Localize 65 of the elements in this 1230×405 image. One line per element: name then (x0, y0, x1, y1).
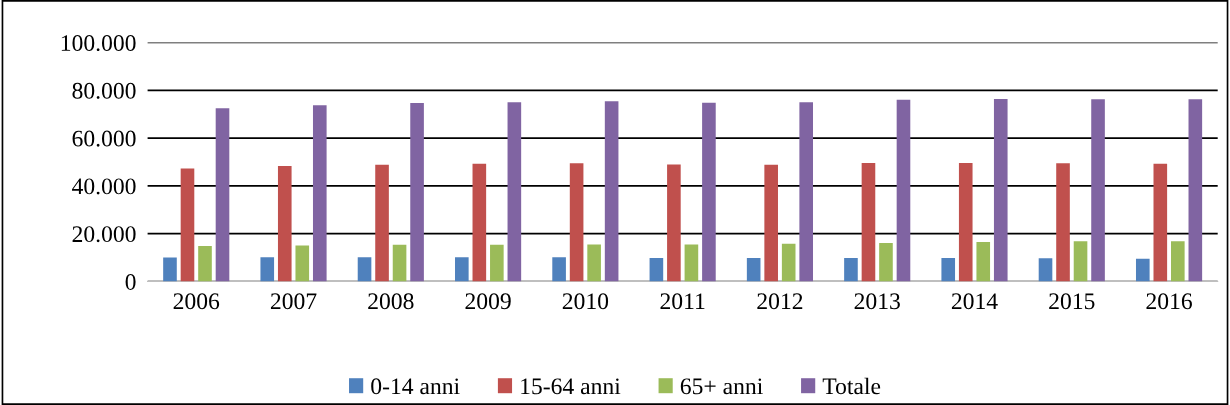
x-tick-label: 2016 (1146, 293, 1192, 310)
y-tick-label: 40.000 (72, 178, 136, 195)
bar (1135, 258, 1150, 282)
bar (702, 102, 716, 282)
bar (587, 244, 601, 282)
bar (1153, 163, 1168, 282)
bar (976, 242, 991, 282)
bar (215, 108, 230, 282)
bar (1056, 163, 1070, 282)
bar (490, 244, 504, 282)
bar (1073, 241, 1088, 282)
bar (569, 163, 584, 282)
y-tick-label: 100.000 (61, 35, 136, 52)
bar (163, 257, 177, 282)
bar (277, 166, 292, 282)
legend-label: 65+ anni (680, 378, 763, 395)
bar (198, 246, 212, 282)
bar (552, 257, 566, 282)
bar (1171, 241, 1185, 282)
bar (993, 98, 1008, 282)
y-tick-label: 0 (125, 273, 136, 290)
legend-label: 15-64 anni (521, 378, 621, 395)
y-tick-label: 20.000 (72, 226, 136, 243)
x-tick-label: 2014 (951, 293, 998, 310)
x-tick-label: 2012 (757, 293, 803, 310)
bar (392, 244, 407, 282)
bar (879, 243, 893, 282)
bar (312, 105, 327, 282)
bar (375, 164, 389, 282)
x-tick-label: 2007 (270, 293, 317, 310)
bar (472, 163, 487, 282)
bar (507, 102, 522, 282)
bar (781, 243, 796, 282)
bar (410, 102, 424, 282)
bar (958, 162, 973, 282)
bar (604, 101, 619, 282)
legend-label: Totale (822, 377, 881, 395)
bar (180, 168, 195, 282)
bar (861, 162, 876, 282)
bar (1091, 99, 1105, 282)
bar (799, 102, 814, 282)
x-tick-label: 2011 (660, 293, 705, 310)
x-tick-label: 2010 (562, 293, 609, 310)
x-tick-label: 2013 (854, 293, 900, 310)
bar (684, 244, 699, 282)
x-tick-label: 2006 (173, 293, 220, 310)
bar (1038, 258, 1053, 282)
bar (1188, 99, 1203, 282)
bar (260, 257, 275, 282)
bar (941, 258, 956, 282)
bar (649, 258, 664, 282)
legend-label: 0-14 anni (371, 378, 460, 395)
bar (455, 257, 469, 282)
bar (764, 164, 778, 282)
bar (357, 257, 372, 282)
x-tick-label: 2009 (465, 293, 511, 310)
x-tick-label: 2008 (368, 293, 414, 310)
y-tick-label: 60.000 (72, 130, 136, 147)
y-tick-label: 80.000 (72, 82, 136, 99)
bar (746, 258, 761, 282)
bar (844, 258, 858, 282)
x-tick-label: 2015 (1049, 293, 1095, 310)
bar (896, 99, 911, 282)
bar (295, 245, 310, 282)
bar (667, 164, 681, 282)
